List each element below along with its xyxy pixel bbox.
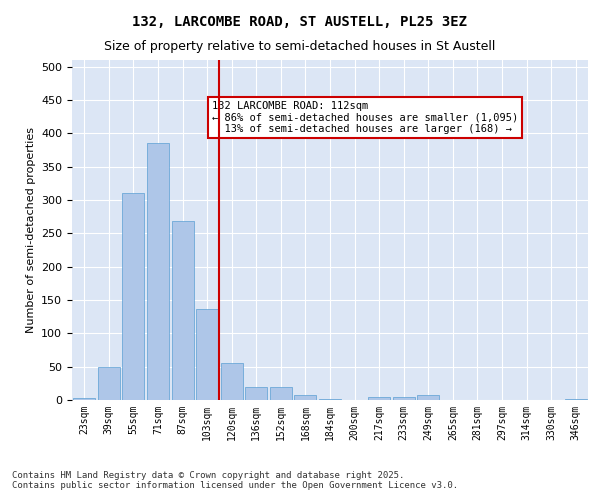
Text: 132 LARCOMBE ROAD: 112sqm
← 86% of semi-detached houses are smaller (1,095)
  13: 132 LARCOMBE ROAD: 112sqm ← 86% of semi-… [212,101,518,134]
Bar [221,364,243,400]
Bar [147,144,169,400]
Bar [98,366,120,400]
Bar [270,388,292,400]
Bar [245,386,268,400]
Bar [565,398,587,400]
Bar [172,222,194,400]
Bar [417,396,439,400]
Text: 132, LARCOMBE ROAD, ST AUSTELL, PL25 3EZ: 132, LARCOMBE ROAD, ST AUSTELL, PL25 3EZ [133,15,467,29]
Bar [295,394,316,400]
Bar [122,194,145,400]
Bar [368,396,390,400]
Text: Size of property relative to semi-detached houses in St Austell: Size of property relative to semi-detach… [104,40,496,53]
Text: Contains HM Land Registry data © Crown copyright and database right 2025.
Contai: Contains HM Land Registry data © Crown c… [12,470,458,490]
Bar [73,398,95,400]
Y-axis label: Number of semi-detached properties: Number of semi-detached properties [26,127,35,333]
Bar [196,308,218,400]
Bar [392,396,415,400]
